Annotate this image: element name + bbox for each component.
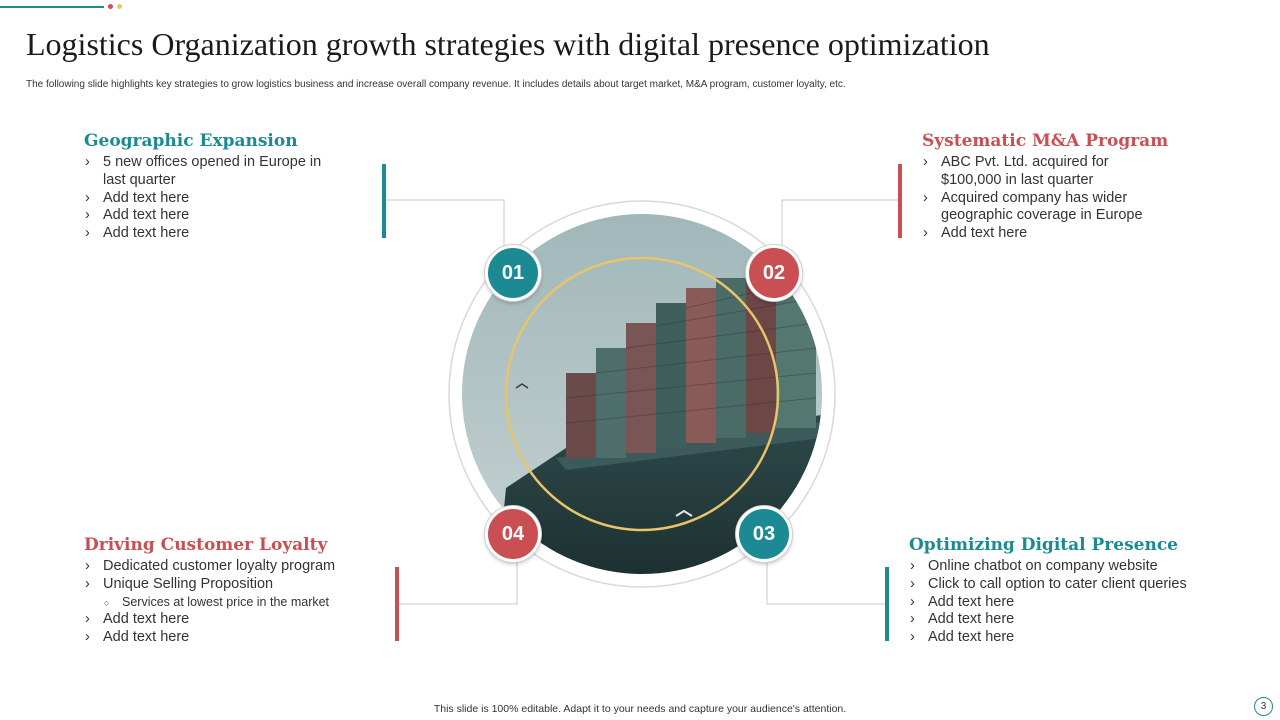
section-geographic-expansion: Geographic Expansion 5 new offices opene… xyxy=(84,131,344,243)
top-accent-line xyxy=(0,6,104,8)
list-item: Add text here xyxy=(909,611,1229,629)
list-item: Add text here xyxy=(84,207,324,225)
section-systematic-ma-program: Systematic M&A Program ABC Pvt. Ltd. acq… xyxy=(922,131,1222,243)
bullet-list: Online chatbot on company website Click … xyxy=(909,558,1229,647)
list-item: Add text here xyxy=(84,190,324,208)
footer-note: This slide is 100% editable. Adapt it to… xyxy=(433,703,847,715)
list-item: Add text here xyxy=(84,225,324,243)
list-item: Dedicated customer loyalty program xyxy=(84,558,384,576)
accent-dot-gold xyxy=(117,4,122,9)
bullet-list: ABC Pvt. Ltd. acquired for $100,000 in l… xyxy=(922,154,1167,243)
badge-03: 03 xyxy=(736,506,792,562)
list-item: Acquired company has wider geographic co… xyxy=(922,190,1167,226)
list-item: Add text here xyxy=(84,629,384,647)
list-item: Click to call option to cater client que… xyxy=(909,576,1229,594)
list-item: Add text here xyxy=(909,594,1229,612)
page-subtitle: The following slide highlights key strat… xyxy=(26,79,846,90)
list-item: Add text here xyxy=(84,611,384,629)
list-item: Unique Selling Proposition xyxy=(84,576,384,594)
bullet-list: Dedicated customer loyalty program Uniqu… xyxy=(84,558,384,647)
section-driving-customer-loyalty: Driving Customer Loyalty Dedicated custo… xyxy=(84,535,384,647)
list-item: Online chatbot on company website xyxy=(909,558,1229,576)
page-title: Logistics Organization growth strategies… xyxy=(26,26,990,62)
list-item: 5 new offices opened in Europe in last q… xyxy=(84,154,324,190)
section-title: Geographic Expansion xyxy=(84,131,298,151)
page-number: 3 xyxy=(1254,697,1273,716)
accent-bar-02 xyxy=(898,164,902,238)
badge-02: 02 xyxy=(746,245,802,301)
list-item: Add text here xyxy=(909,629,1229,647)
accent-bar-01 xyxy=(382,164,386,238)
list-sub-item: Services at lowest price in the market xyxy=(84,594,384,613)
accent-dot-red xyxy=(108,4,113,9)
accent-bar-03 xyxy=(885,567,889,641)
accent-bar-04 xyxy=(395,567,399,641)
section-optimizing-digital-presence: Optimizing Digital Presence Online chatb… xyxy=(909,535,1229,647)
list-item: ABC Pvt. Ltd. acquired for $100,000 in l… xyxy=(922,154,1167,190)
section-title: Systematic M&A Program xyxy=(922,131,1169,151)
bullet-list: 5 new offices opened in Europe in last q… xyxy=(84,154,324,243)
section-title: Optimizing Digital Presence xyxy=(909,535,1178,555)
badge-04: 04 xyxy=(485,506,541,562)
section-title: Driving Customer Loyalty xyxy=(84,535,328,555)
list-item: Add text here xyxy=(922,225,1167,243)
badge-01: 01 xyxy=(485,245,541,301)
